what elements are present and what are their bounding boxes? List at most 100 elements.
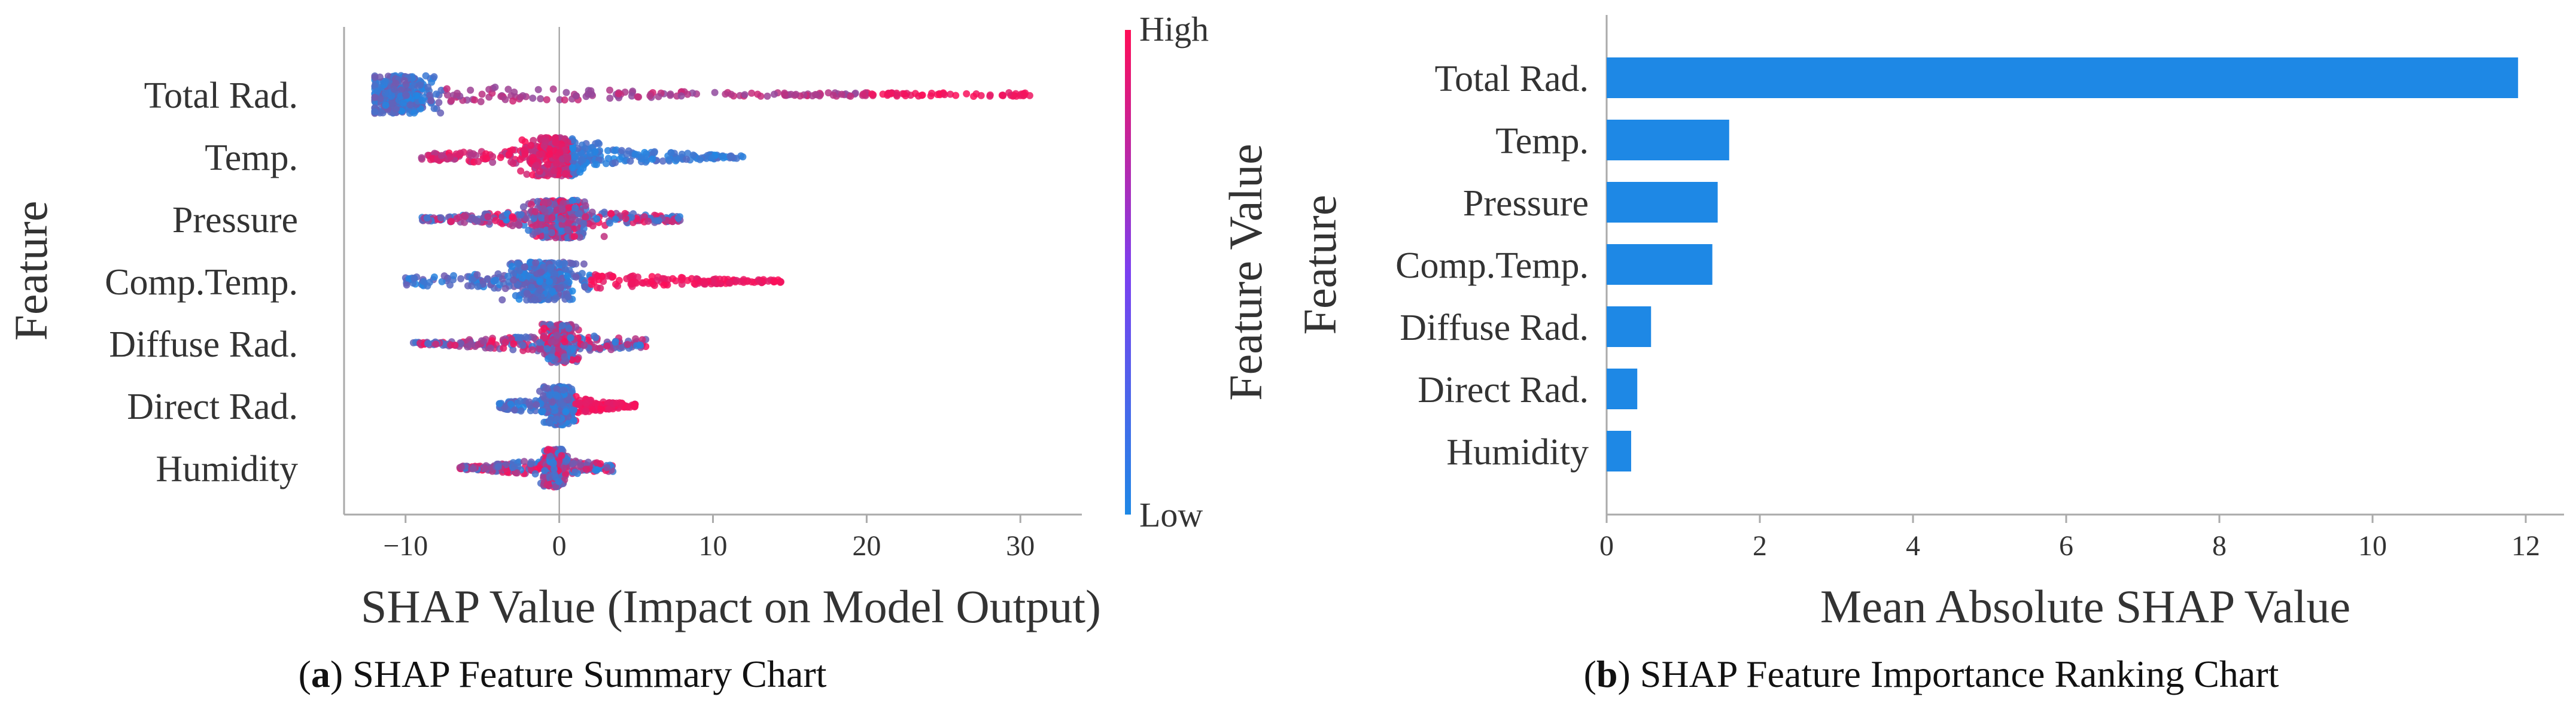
shap-point: [559, 386, 567, 394]
shap-point: [536, 287, 544, 294]
swarm-direct-rad-: [495, 383, 639, 428]
caption-a-letter: a: [311, 653, 330, 695]
shap-point: [537, 95, 545, 102]
colorbar-label: Feature Value: [1219, 144, 1272, 401]
shap-point: [430, 105, 438, 112]
category-label: Direct Rad.: [1418, 370, 1589, 410]
shap-point: [677, 92, 685, 100]
shap-point: [765, 277, 772, 285]
shap-point: [549, 85, 557, 93]
shap-point: [574, 355, 582, 363]
shap-point: [606, 219, 614, 227]
shap-point: [510, 276, 518, 284]
shap-point: [539, 407, 546, 415]
shap-point: [503, 468, 511, 475]
shap-point: [575, 210, 583, 218]
x-tick-label: 12: [2511, 530, 2540, 562]
feature-label: Humidity: [156, 449, 298, 489]
shap-point: [538, 214, 546, 221]
shap-point: [757, 92, 765, 100]
shap-point: [777, 278, 784, 286]
shap-point: [587, 87, 595, 95]
shap-point: [553, 206, 561, 214]
shap-point: [585, 220, 593, 227]
bar: [1607, 244, 1713, 285]
shap-point: [634, 93, 641, 101]
shap-point: [403, 92, 410, 99]
shap-point: [624, 340, 631, 348]
shap-point: [540, 198, 548, 206]
shap-point: [552, 294, 559, 302]
shap-point: [498, 275, 506, 283]
shap-point: [565, 267, 573, 274]
shap-point: [534, 86, 542, 93]
shap-point: [464, 282, 472, 290]
shap-point: [424, 340, 432, 348]
shap-point: [655, 217, 662, 224]
shap-point: [494, 270, 502, 278]
shap-point: [473, 217, 481, 225]
shap-point: [577, 461, 584, 468]
shap-point: [615, 276, 623, 284]
y-axis-label: Feature: [5, 201, 57, 341]
shap-point: [582, 466, 590, 473]
shap-point: [701, 278, 708, 286]
shap-point: [510, 464, 518, 471]
shap-point: [741, 91, 749, 99]
shap-point: [552, 483, 559, 491]
shap-point: [947, 90, 954, 98]
shap-point: [523, 171, 531, 178]
shap-point: [667, 149, 675, 157]
bar: [1607, 431, 1631, 471]
shap-point: [552, 139, 560, 147]
shap-point: [691, 279, 698, 287]
shap-point: [548, 398, 556, 406]
shap-point: [668, 218, 676, 226]
shap-point: [594, 139, 602, 147]
shap-point: [594, 466, 602, 473]
shap-point: [430, 273, 438, 281]
shap-point: [568, 197, 576, 204]
shap-point: [1005, 89, 1013, 96]
shap-point: [579, 156, 586, 164]
shap-point: [519, 342, 527, 349]
shap-point: [509, 213, 516, 221]
shap-point: [473, 271, 481, 279]
swarm-pressure: [418, 196, 684, 242]
shap-point: [568, 460, 576, 468]
shap-point: [536, 278, 544, 285]
shap-point: [571, 153, 579, 161]
shap-point: [543, 272, 551, 279]
shap-point: [631, 401, 638, 409]
shap-point: [559, 322, 566, 330]
x-tick-label: 0: [552, 530, 567, 562]
shap-point: [529, 95, 537, 102]
shap-point: [481, 464, 489, 472]
shap-point: [373, 87, 381, 95]
shap-point: [642, 150, 650, 158]
feature-label: Comp.Temp.: [105, 262, 298, 303]
shap-point: [748, 89, 756, 97]
category-label: Diffuse Rad.: [1400, 308, 1589, 348]
shap-point: [469, 275, 477, 283]
shap-point: [593, 215, 601, 223]
shap-point: [546, 452, 554, 460]
shap-point: [708, 154, 716, 162]
shap-point: [418, 96, 426, 104]
shap-point: [579, 165, 587, 172]
shap-point: [941, 91, 948, 99]
shap-point: [537, 268, 545, 276]
x-tick-label: 20: [852, 530, 881, 562]
swarm-temp-: [418, 134, 747, 180]
shap-point: [999, 92, 1007, 99]
bar: [1607, 57, 2519, 98]
shap-point: [565, 324, 573, 332]
shap-point: [467, 151, 475, 159]
shap-point: [550, 465, 558, 473]
shap-point: [952, 92, 960, 99]
shap-point: [509, 97, 517, 105]
shap-point: [529, 171, 537, 179]
shap-point: [451, 342, 459, 349]
bar: [1607, 306, 1652, 347]
shap-point: [564, 272, 571, 280]
